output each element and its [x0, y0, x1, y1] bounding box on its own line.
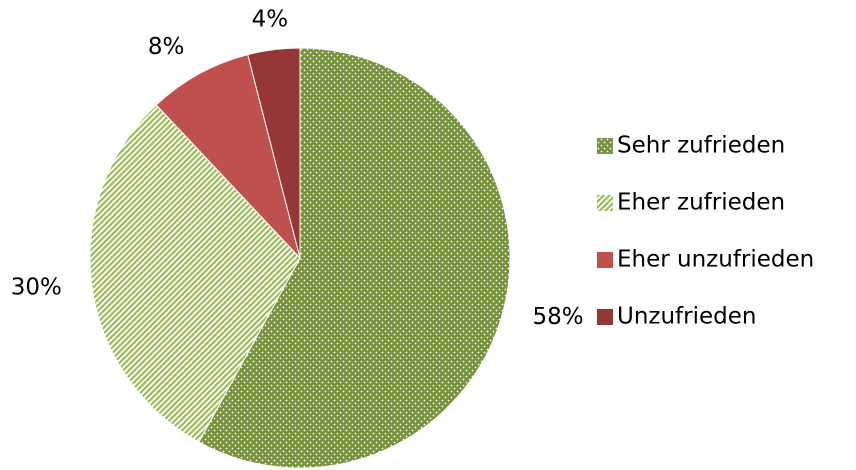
data-label: 8%	[148, 34, 185, 60]
legend-swatch	[597, 195, 613, 211]
pie-slice	[247, 47, 301, 259]
legend-label: Unzufrieden	[617, 304, 756, 330]
pie-slice	[155, 53, 301, 259]
pie-slice	[198, 47, 511, 469]
data-label: 30%	[11, 275, 62, 301]
data-label: 4%	[252, 6, 289, 32]
pie-slice	[89, 104, 301, 443]
legend-label: Eher zufrieden	[617, 190, 785, 216]
data-label: 58%	[532, 304, 583, 330]
legend-label: Eher unzufrieden	[617, 247, 814, 273]
legend-swatch	[597, 309, 613, 325]
legend-label: Sehr zufrieden	[617, 133, 785, 159]
legend-swatch	[597, 252, 613, 268]
legend-swatch	[597, 138, 613, 154]
